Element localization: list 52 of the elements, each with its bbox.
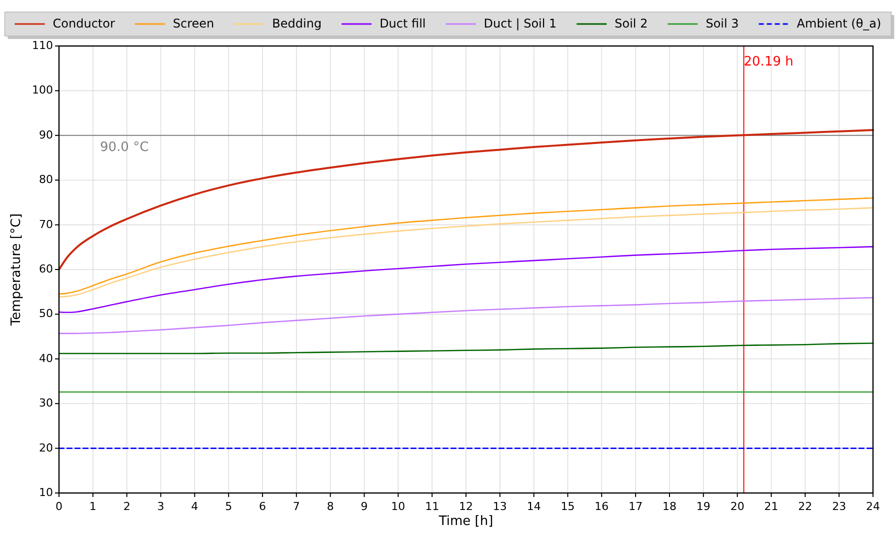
y-tick-label: 10 <box>39 486 53 500</box>
x-tick-label: 20 <box>730 500 744 514</box>
y-tick-label: 40 <box>39 352 53 365</box>
x-tick-label: 11 <box>425 500 440 514</box>
y-tick-label: 60 <box>39 262 53 276</box>
x-tick-label: 16 <box>594 500 609 514</box>
x-tick-label: 21 <box>764 500 778 514</box>
y-axis-title: Temperature [°C] <box>9 213 24 327</box>
x-tick-label: 10 <box>391 500 406 514</box>
y-tick-label: 50 <box>39 307 53 320</box>
x-tick-label: 22 <box>798 500 812 514</box>
y-tick-label: 100 <box>32 84 53 97</box>
y-tick-label: 30 <box>39 396 53 410</box>
ref-line-label: 90.0 °C <box>100 140 149 155</box>
x-tick-label: 0 <box>56 500 62 514</box>
x-tick-label: 7 <box>292 500 300 514</box>
line-series <box>58 342 874 354</box>
legend-label: Conductor <box>52 16 115 30</box>
legend-label: Duct | Soil 1 <box>484 16 557 30</box>
x-tick-label: 5 <box>225 500 232 514</box>
line-series <box>58 246 874 314</box>
x-tick-label: 18 <box>662 500 676 514</box>
legend-label: Soil 2 <box>614 16 648 30</box>
legend-label: Soil 3 <box>706 16 739 30</box>
x-tick-label: 19 <box>696 500 710 514</box>
y-tick-label: 80 <box>39 173 53 186</box>
x-tick-label: 17 <box>628 500 643 514</box>
line-series <box>58 129 874 270</box>
legend-label: Duct fill <box>380 16 426 30</box>
x-tick-label: 9 <box>360 500 368 514</box>
legend-label: Screen <box>172 16 214 30</box>
x-tick-label: 12 <box>459 500 473 514</box>
x-tick-label: 14 <box>526 500 541 514</box>
y-tick-label: 90 <box>39 128 53 142</box>
x-tick-label: 6 <box>259 500 266 514</box>
y-tick-label: 110 <box>32 39 53 52</box>
x-tick-label: 1 <box>89 500 96 514</box>
ref-line-label: 20.19 h <box>744 54 794 70</box>
x-tick-label: 24 <box>866 500 880 514</box>
x-tick-label: 13 <box>492 500 507 514</box>
x-tick-label: 3 <box>157 500 164 514</box>
x-axis-title: Time [h] <box>438 514 494 529</box>
line-series <box>58 297 874 334</box>
x-tick-label: 15 <box>560 500 575 514</box>
y-tick-label: 20 <box>39 441 53 454</box>
legend-label: Bedding <box>272 16 322 30</box>
legend-label: Ambient (θ_a) <box>796 16 882 30</box>
x-tick-label: 8 <box>326 500 334 514</box>
y-tick-label: 70 <box>39 218 53 231</box>
x-tick-label: 23 <box>832 500 846 514</box>
x-tick-label: 4 <box>191 500 198 514</box>
x-tick-label: 2 <box>123 500 130 514</box>
